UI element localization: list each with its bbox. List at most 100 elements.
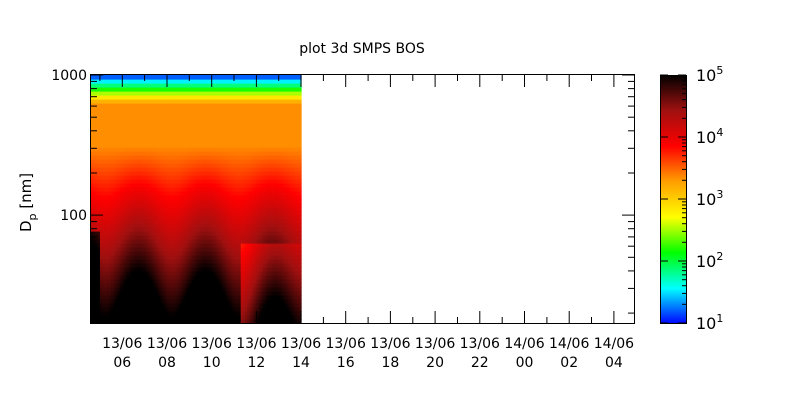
heatmap-cell	[213, 275, 217, 280]
heatmap-cell	[229, 139, 233, 144]
heatmap-cell	[285, 267, 289, 272]
heatmap-cell	[242, 147, 246, 152]
heatmap-cell	[245, 159, 249, 164]
heatmap-cell	[131, 271, 135, 276]
heatmap-cell	[289, 295, 293, 300]
heatmap-cell	[285, 199, 289, 204]
heatmap-cell	[171, 307, 175, 312]
heatmap-cell	[220, 283, 224, 288]
heatmap-cell	[189, 143, 193, 148]
heatmap-cell	[285, 203, 289, 208]
heatmap-cell	[287, 175, 291, 180]
heatmap-cell	[213, 195, 217, 200]
heatmap-cell	[242, 247, 246, 252]
heatmap-cell	[280, 143, 284, 148]
heatmap-cell	[269, 207, 273, 212]
heatmap-cell	[120, 199, 123, 204]
heatmap-cell	[242, 291, 246, 296]
heatmap-cell	[227, 199, 231, 204]
heatmap-cell	[236, 279, 240, 284]
heatmap-cell	[218, 203, 222, 208]
heatmap-cell	[135, 275, 139, 280]
heatmap-cell	[182, 167, 186, 172]
heatmap-cell	[231, 247, 235, 252]
heatmap-cell	[108, 195, 112, 200]
heatmap-cell	[211, 271, 215, 276]
heatmap-cell	[95, 199, 99, 204]
heatmap-cell	[124, 239, 128, 244]
heatmap-cell	[128, 291, 132, 296]
heatmap-cell	[126, 199, 130, 204]
heatmap-cell	[292, 239, 295, 244]
heatmap-cell	[272, 187, 275, 192]
heatmap-cell	[265, 259, 269, 264]
heatmap-cell	[263, 131, 266, 136]
heatmap-cell	[104, 215, 108, 220]
heatmap-cell	[108, 283, 112, 288]
heatmap-cell	[269, 215, 273, 220]
heatmap-cell	[93, 259, 97, 264]
heatmap-cell	[149, 283, 152, 288]
heatmap-cell	[93, 123, 97, 128]
heatmap-cell	[287, 119, 291, 124]
heatmap-cell	[283, 279, 286, 284]
heatmap-cell	[180, 159, 184, 164]
heatmap-cell	[184, 139, 188, 144]
heatmap-cell	[97, 259, 101, 264]
heatmap-cell	[144, 179, 148, 184]
heatmap-cell	[242, 191, 246, 196]
heatmap-cell	[296, 235, 300, 240]
heatmap-cell	[207, 299, 211, 304]
heatmap-cell	[146, 123, 150, 128]
heatmap-cell	[99, 147, 103, 152]
heatmap-cell	[222, 247, 226, 252]
heatmap-cell	[158, 203, 161, 208]
heatmap-cell	[220, 199, 224, 204]
heatmap-cell	[287, 231, 291, 236]
heatmap-cell	[128, 131, 132, 136]
heatmap-cell	[240, 271, 244, 276]
heatmap-cell	[204, 139, 208, 144]
heatmap-cell	[97, 227, 101, 232]
heatmap-cell	[229, 283, 233, 288]
heatmap-cell	[196, 135, 199, 140]
heatmap-cell	[131, 147, 135, 152]
heatmap-cell	[120, 127, 123, 132]
heatmap-cell	[260, 311, 264, 316]
heatmap-cell	[102, 151, 105, 156]
heatmap-cell	[187, 267, 190, 272]
heatmap-cell	[229, 263, 233, 268]
heatmap-cell	[220, 227, 224, 232]
heatmap-cell	[283, 227, 286, 232]
heatmap-cell	[173, 311, 177, 316]
heatmap-cell	[189, 283, 193, 288]
heatmap-cell	[269, 203, 273, 208]
heatmap-cell	[285, 307, 289, 312]
heatmap-cell	[218, 295, 222, 300]
heatmap-cell	[102, 307, 105, 312]
heatmap-cell	[240, 231, 244, 236]
heatmap-cell	[93, 223, 97, 228]
heatmap-cell	[180, 247, 184, 252]
heatmap-cell	[122, 211, 126, 216]
heatmap-cell	[220, 135, 224, 140]
heatmap-cell	[234, 259, 237, 264]
heatmap-cell	[229, 159, 233, 164]
heatmap-cell	[263, 183, 266, 188]
heatmap-cell	[234, 275, 237, 280]
heatmap-cell	[175, 123, 179, 128]
heatmap-cell	[128, 151, 132, 156]
heatmap-cell	[113, 307, 117, 312]
heatmap-cell	[182, 151, 186, 156]
heatmap-cell	[213, 291, 217, 296]
heatmap-cell	[236, 267, 240, 272]
heatmap-cell	[238, 179, 242, 184]
heatmap-cell	[120, 243, 123, 248]
heatmap-cell	[238, 287, 242, 292]
heatmap-cell	[207, 275, 211, 280]
heatmap-cell	[240, 175, 244, 180]
heatmap-cell	[292, 223, 295, 228]
heatmap-cell	[267, 319, 271, 324]
heatmap-cell	[104, 223, 108, 228]
heatmap-cell	[187, 255, 190, 260]
